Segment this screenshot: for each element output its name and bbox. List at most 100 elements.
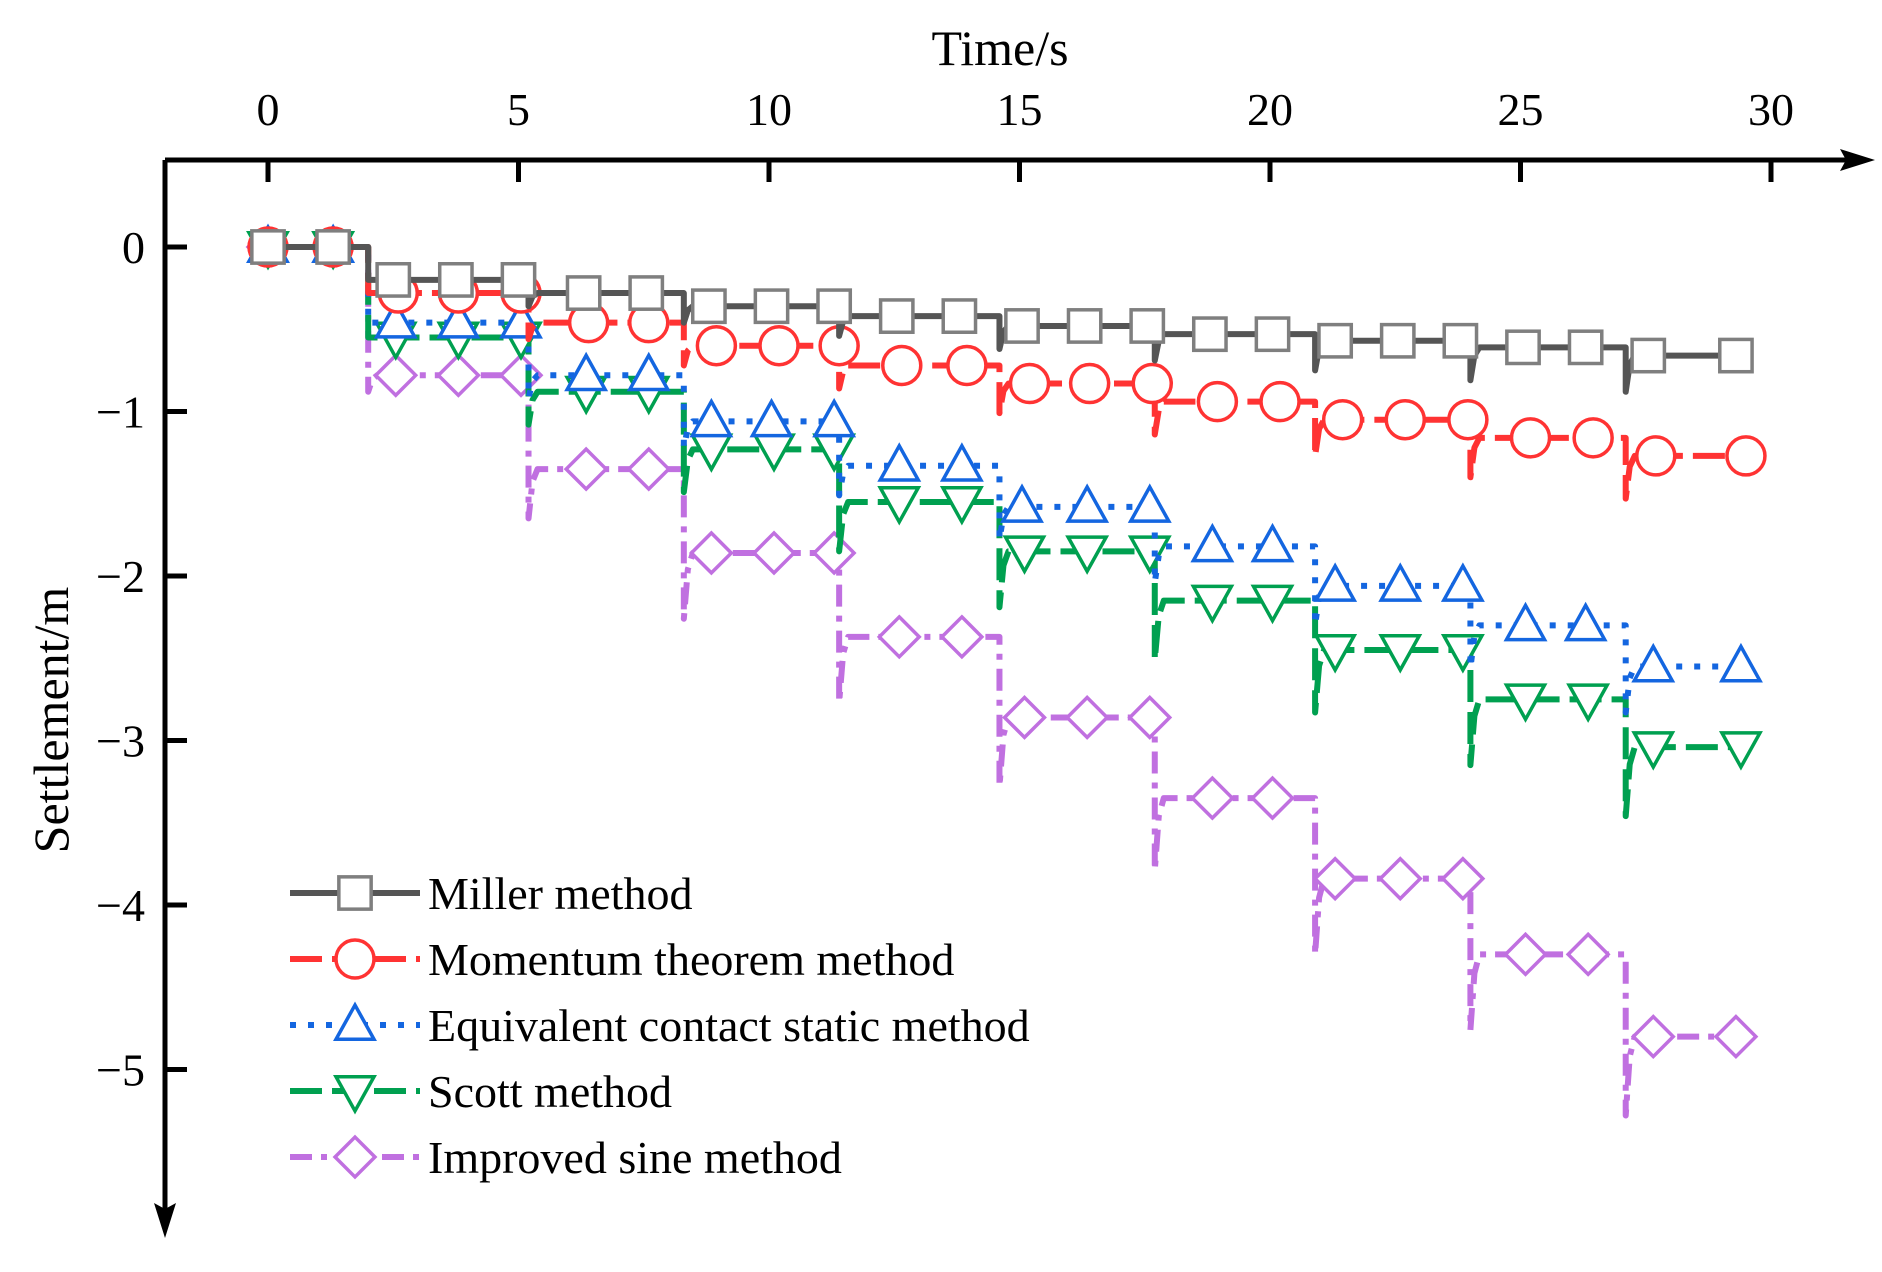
series-line <box>268 244 1751 716</box>
y-tick-label: −5 <box>96 1045 145 1096</box>
data-point-marker <box>939 442 984 482</box>
data-point-marker <box>1317 322 1354 359</box>
data-point-marker <box>563 446 609 492</box>
data-point-marker <box>1503 683 1548 723</box>
data-point-marker <box>941 298 978 334</box>
x-tick-label: 15 <box>997 84 1043 135</box>
legend-marker <box>337 875 373 911</box>
legend-item: Equivalent contact static method <box>290 1000 1030 1051</box>
data-point-marker <box>1127 535 1172 575</box>
data-point-marker <box>1313 634 1358 674</box>
data-point-marker <box>1440 562 1485 602</box>
data-point-marker <box>878 298 915 334</box>
legend-marker <box>334 938 376 980</box>
y-ticks: 0 −1 −2 −3 −4 −5 <box>96 222 187 1096</box>
series-miller-method <box>250 229 1754 395</box>
data-point-marker <box>816 288 853 325</box>
data-point-marker <box>1725 435 1767 477</box>
legend-marker <box>332 1134 378 1180</box>
data-point-marker <box>626 351 671 392</box>
data-point-marker <box>1378 634 1423 674</box>
data-point-marker <box>939 485 984 526</box>
data-point-marker <box>1378 562 1423 602</box>
data-point-marker <box>1321 398 1364 441</box>
data-point-marker <box>373 299 418 339</box>
data-point-marker <box>1718 731 1763 771</box>
y-tick-label: −3 <box>96 716 145 767</box>
data-point-marker <box>1313 562 1358 602</box>
data-point-marker <box>758 324 800 367</box>
series-line <box>268 244 1751 1119</box>
data-point-marker <box>1000 483 1044 523</box>
data-point-marker <box>1377 856 1423 902</box>
x-tick-label: 0 <box>257 84 280 135</box>
data-point-marker <box>1127 483 1172 523</box>
legend-label: Miller method <box>428 868 692 919</box>
x-axis-arrowhead <box>1840 149 1875 171</box>
x-tick-label: 10 <box>746 84 792 135</box>
legend-label: Scott method <box>428 1066 672 1117</box>
data-point-marker <box>1250 584 1295 625</box>
y-axis-arrowhead <box>154 1203 176 1238</box>
x-tick-label: 5 <box>507 84 530 135</box>
data-point-marker <box>375 262 412 298</box>
data-point-marker <box>1004 308 1040 344</box>
data-point-marker <box>1718 642 1763 683</box>
legend-item: Miller method <box>290 868 692 919</box>
data-point-marker <box>1008 362 1051 405</box>
x-ticks: 0 5 10 15 20 25 30 <box>257 84 1794 182</box>
x-tick-label: 30 <box>1748 84 1794 135</box>
data-point-marker <box>751 530 797 576</box>
data-point-marker <box>811 530 857 576</box>
axes-layer: 0 5 10 15 20 25 30 0 −1 −2 −3 −4 −5 Time/s Settleme… <box>23 20 1875 1238</box>
data-point-marker <box>315 229 352 265</box>
data-point-marker <box>628 275 665 311</box>
data-point-marker <box>1630 1014 1676 1060</box>
data-point-marker <box>877 485 922 526</box>
y-tick-label: −4 <box>96 880 145 931</box>
data-point-marker <box>1713 1014 1759 1060</box>
data-point-marker <box>500 262 537 298</box>
legend-label: Equivalent contact static method <box>428 1000 1030 1051</box>
data-point-marker <box>1066 308 1103 344</box>
data-point-marker <box>1563 601 1608 642</box>
data-point-marker <box>626 446 672 492</box>
data-point-marker <box>1379 322 1416 359</box>
x-tick-label: 20 <box>1247 84 1293 135</box>
series-equivalent-contact-static-method <box>246 223 1763 716</box>
data-point-marker <box>1509 417 1552 459</box>
data-point-marker <box>250 229 286 265</box>
data-point-marker <box>695 324 738 367</box>
data-point-marker <box>437 262 474 298</box>
data-point-marker <box>1503 601 1548 642</box>
series-layer <box>245 223 1767 1119</box>
data-point-marker <box>1566 683 1611 723</box>
data-point-marker <box>688 530 734 576</box>
series-line <box>268 244 1751 502</box>
data-point-marker <box>373 352 419 398</box>
data-point-marker <box>946 344 988 387</box>
data-point-marker <box>881 344 923 387</box>
data-point-marker <box>1565 931 1611 977</box>
data-point-marker <box>1129 308 1166 344</box>
data-point-marker <box>1254 316 1291 353</box>
data-point-marker <box>1635 435 1677 477</box>
data-point-marker <box>1190 522 1235 563</box>
data-point-marker <box>1630 337 1667 374</box>
data-point-marker <box>1631 731 1676 771</box>
data-point-marker <box>1631 642 1676 683</box>
data-point-marker <box>1250 522 1295 563</box>
data-point-marker <box>1505 329 1541 366</box>
legend-item: Improved sine method <box>290 1132 842 1183</box>
data-point-marker <box>1131 362 1174 405</box>
data-point-marker <box>1312 856 1358 902</box>
legend-label: Momentum theorem method <box>428 934 954 985</box>
data-point-marker <box>1567 329 1604 366</box>
data-point-marker <box>436 299 481 339</box>
data-point-marker <box>690 288 727 325</box>
data-point-marker <box>1447 398 1489 441</box>
data-point-marker <box>1503 931 1548 977</box>
data-point-marker <box>1259 380 1301 423</box>
